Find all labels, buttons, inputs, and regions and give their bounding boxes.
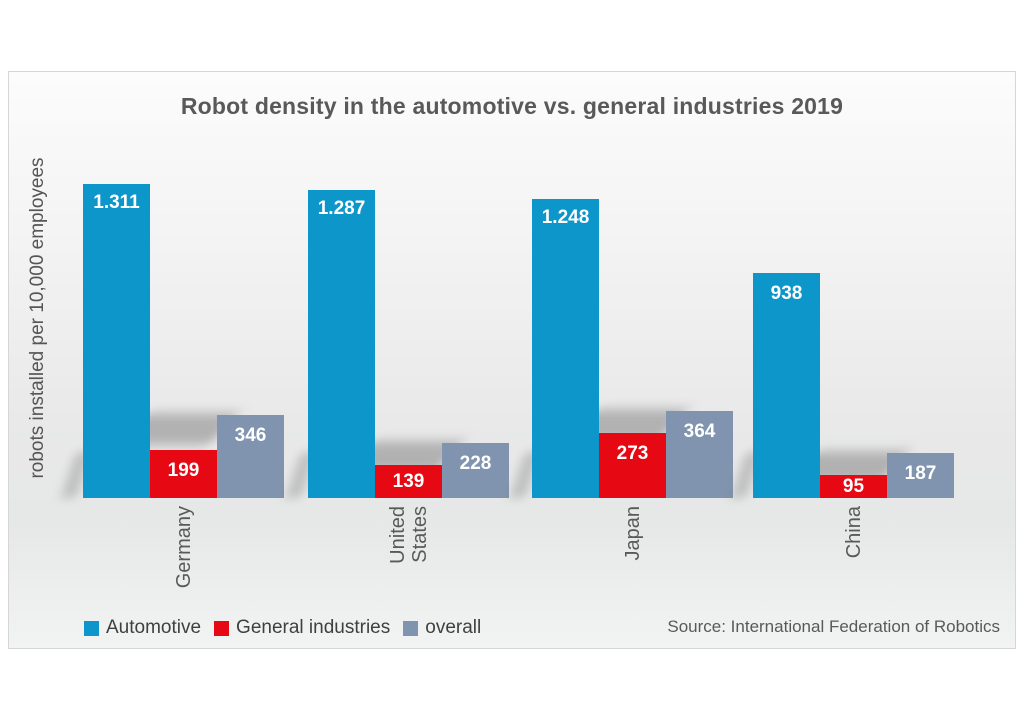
legend-item-overall: overall bbox=[403, 617, 481, 639]
legend-marker-overall bbox=[403, 620, 419, 636]
chart-card-background bbox=[8, 71, 1016, 649]
legend-label-general-industries: General industries bbox=[236, 617, 391, 638]
source-note: Source: International Federation of Robo… bbox=[667, 617, 1000, 636]
chart-title: Robot density in the automotive vs. gene… bbox=[180, 93, 844, 119]
legend: Automotive General industries overall bbox=[84, 615, 481, 641]
legend-item-automotive: Automotive bbox=[84, 617, 201, 639]
legend-item-general-industries: General industries bbox=[214, 617, 390, 639]
legend-marker-automotive bbox=[84, 620, 99, 636]
legend-marker-general-industries bbox=[214, 620, 230, 636]
legend-label-overall: overall bbox=[425, 617, 482, 638]
legend-label-automotive: Automotive bbox=[106, 617, 202, 638]
